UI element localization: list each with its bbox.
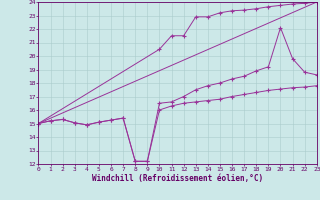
X-axis label: Windchill (Refroidissement éolien,°C): Windchill (Refroidissement éolien,°C)	[92, 174, 263, 183]
